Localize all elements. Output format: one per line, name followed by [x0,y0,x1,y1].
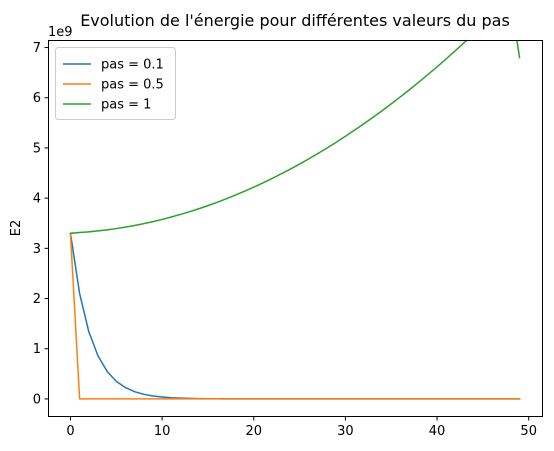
legend-entry-1: pas = 0.1 [101,58,164,73]
y-tick-label: 4 [33,192,41,207]
x-axis: 0 10 20 30 40 50 [66,416,537,439]
series-line-3 [69,40,521,235]
chart-title: Evolution de l'énergie pour différentes … [80,11,510,30]
y-tick-label: 1 [33,342,41,357]
series-line-2 [69,232,521,400]
plot-frame [48,40,543,417]
x-tick-label: 40 [429,424,446,439]
legend-box [55,47,176,120]
x-tick-label: 20 [245,424,262,439]
y-offset-label: 1e9 [48,25,73,40]
y-tick-label: 0 [33,392,41,407]
legend-entry-2: pas = 0.5 [101,78,164,93]
y-tick-label: 6 [33,91,41,106]
y-tick-label: 7 [33,41,41,56]
legend-entry-3: pas = 1 [101,98,151,113]
series-line-1 [69,232,521,400]
x-tick-label: 10 [154,424,171,439]
x-tick-label: 50 [520,424,537,439]
y-tick-label: 5 [33,141,41,156]
legend: pas = 0.1 pas = 0.5 pas = 1 [55,47,176,120]
x-tick-label: 30 [337,424,354,439]
y-tick-label: 3 [33,242,41,257]
y-tick-label: 2 [33,292,41,307]
y-axis-label: E2 [9,220,24,237]
y-axis: 0 1 2 3 4 5 6 7 [33,41,49,407]
x-tick-label: 0 [66,424,74,439]
